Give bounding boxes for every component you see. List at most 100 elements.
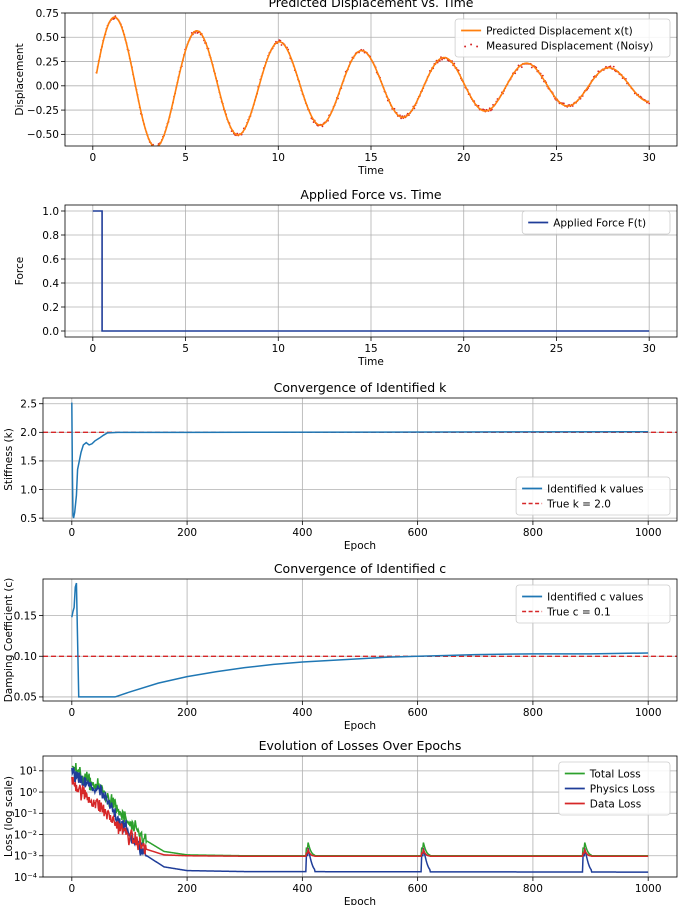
x-tick-label: 400 (292, 527, 312, 539)
measured-point (441, 58, 443, 61)
legend: Total Loss Physics Loss Data Loss (558, 761, 671, 816)
x-tick-label: 600 (408, 883, 428, 895)
plot-area (43, 582, 677, 698)
legend-box (521, 210, 671, 235)
x-axis-label: Epoch (344, 896, 376, 905)
legend-swatch (464, 45, 467, 48)
legend-box (454, 18, 671, 58)
legend-label: Applied Force F(t) (553, 217, 646, 229)
chart-title: Convergence of Identified k (274, 380, 447, 395)
identified-values-line (71, 402, 649, 519)
y-tick-label: 10⁰ (19, 787, 37, 799)
legend-label: True k = 2.0 (546, 498, 611, 510)
x-tick-label: 200 (177, 527, 197, 539)
x-tick-label: 10 (272, 343, 285, 355)
legend-box (558, 761, 671, 816)
x-tick-label: 1000 (635, 527, 662, 539)
y-tick-label: 2.5 (20, 399, 37, 411)
x-tick-label: 25 (550, 152, 563, 164)
measured-point (609, 65, 612, 68)
x-tick-label: 800 (523, 707, 543, 719)
plot-area (43, 402, 677, 519)
chart-title: Applied Force vs. Time (300, 187, 442, 202)
y-tick-label: 0.2 (42, 302, 59, 314)
plot-area (92, 210, 650, 332)
x-tick-label: 15 (364, 343, 377, 355)
x-tick-label: 800 (523, 883, 543, 895)
y-tick-label: 1.5 (20, 456, 37, 468)
loss-line (71, 776, 649, 857)
y-tick-label: 0.25 (36, 56, 59, 68)
y-tick-label: 1.0 (42, 206, 59, 218)
x-axis-label: Epoch (344, 720, 376, 732)
axes-frame (64, 204, 678, 338)
legend-swatch (470, 43, 473, 46)
y-tick-label: 0.8 (42, 230, 59, 242)
chart-panel-1: 0 5 10 15 20 25 30 −0.50 −0.25 0.00 0.25 0.50 0.75 Pr… (14, 0, 678, 177)
x-tick-label: 200 (177, 883, 197, 895)
measured-point (321, 125, 324, 128)
legend-label: Identified k values (547, 483, 644, 495)
y-tick-label: 10⁻⁴ (14, 872, 37, 884)
x-tick-label: 20 (457, 343, 470, 355)
x-tick-label: 30 (642, 152, 655, 164)
measured-point (530, 66, 533, 69)
applied-force-line (92, 210, 650, 332)
legend: Identified k values True k = 2.0 (515, 476, 671, 516)
chart-panel-2: 0 5 10 15 20 25 30 0.0 0.2 0.4 0.6 0.8 1.0 Applied Fo… (14, 187, 678, 368)
legend-label: Predicted Displacement x(t) (486, 25, 633, 37)
legend-label: True c = 0.1 (546, 606, 611, 618)
y-tick-label: 0.50 (36, 32, 59, 44)
y-tick-label: 10¹ (19, 766, 37, 778)
y-tick-label: 2.0 (20, 427, 37, 439)
legend: Predicted Displacement x(t) Measured Disp… (454, 18, 671, 58)
measured-point (280, 44, 283, 46)
x-tick-label: 30 (642, 343, 655, 355)
y-tick-label: −0.50 (27, 129, 59, 141)
measured-point (155, 147, 157, 149)
y-tick-label: 0.6 (42, 254, 59, 266)
measured-point (563, 102, 565, 105)
x-tick-label: 400 (292, 883, 312, 895)
y-tick-label: 0.75 (36, 8, 59, 20)
x-tick-label: 200 (177, 707, 197, 719)
y-axis-label: Displacement (14, 43, 26, 115)
x-tick-label: 5 (182, 152, 189, 164)
chart-panel-5: 0 200 400 600 800 1000 10⁻⁴ 10⁻³ 10⁻² 10⁻¹ 10⁰ 10¹ E… (3, 738, 678, 905)
x-tick-label: 10 (272, 152, 285, 164)
measured-point (520, 66, 523, 69)
x-tick-label: 800 (523, 527, 543, 539)
y-tick-label: 10⁻² (14, 829, 37, 841)
y-tick-label: 0.4 (42, 278, 59, 290)
y-axis-label: Force (14, 257, 26, 285)
y-tick-label: 0.5 (20, 513, 37, 525)
x-tick-label: 25 (550, 343, 563, 355)
x-tick-label: 0 (68, 527, 75, 539)
plot-area (95, 15, 651, 149)
x-axis-label: Epoch (344, 540, 376, 552)
x-tick-label: 5 (182, 343, 189, 355)
axes-frame (64, 12, 678, 147)
y-axis-label: Damping Coefficient (c) (3, 578, 15, 703)
legend: Applied Force F(t) (521, 210, 671, 235)
y-tick-label: 0.15 (14, 610, 37, 622)
x-tick-label: 20 (457, 152, 470, 164)
y-tick-label: 0.10 (14, 651, 37, 663)
chart-title: Predicted Displacement vs. Time (268, 0, 473, 10)
x-tick-label: 600 (408, 707, 428, 719)
axes-frame (42, 578, 678, 702)
predicted-displacement-line (95, 16, 650, 146)
y-axis-label: Stiffness (k) (3, 428, 15, 491)
chart-title: Evolution of Losses Over Epochs (259, 738, 462, 753)
identified-values-line (71, 582, 649, 698)
axes-frame (42, 397, 678, 522)
y-tick-label: 0.0 (42, 326, 59, 338)
x-axis-label: Time (357, 165, 384, 177)
x-tick-label: 0 (89, 152, 96, 164)
legend-label: Identified c values (547, 591, 643, 603)
x-tick-label: 0 (68, 707, 75, 719)
measured-point (612, 65, 615, 68)
x-axis-label: Time (357, 356, 384, 368)
legend: Identified c values True c = 0.1 (515, 584, 671, 624)
